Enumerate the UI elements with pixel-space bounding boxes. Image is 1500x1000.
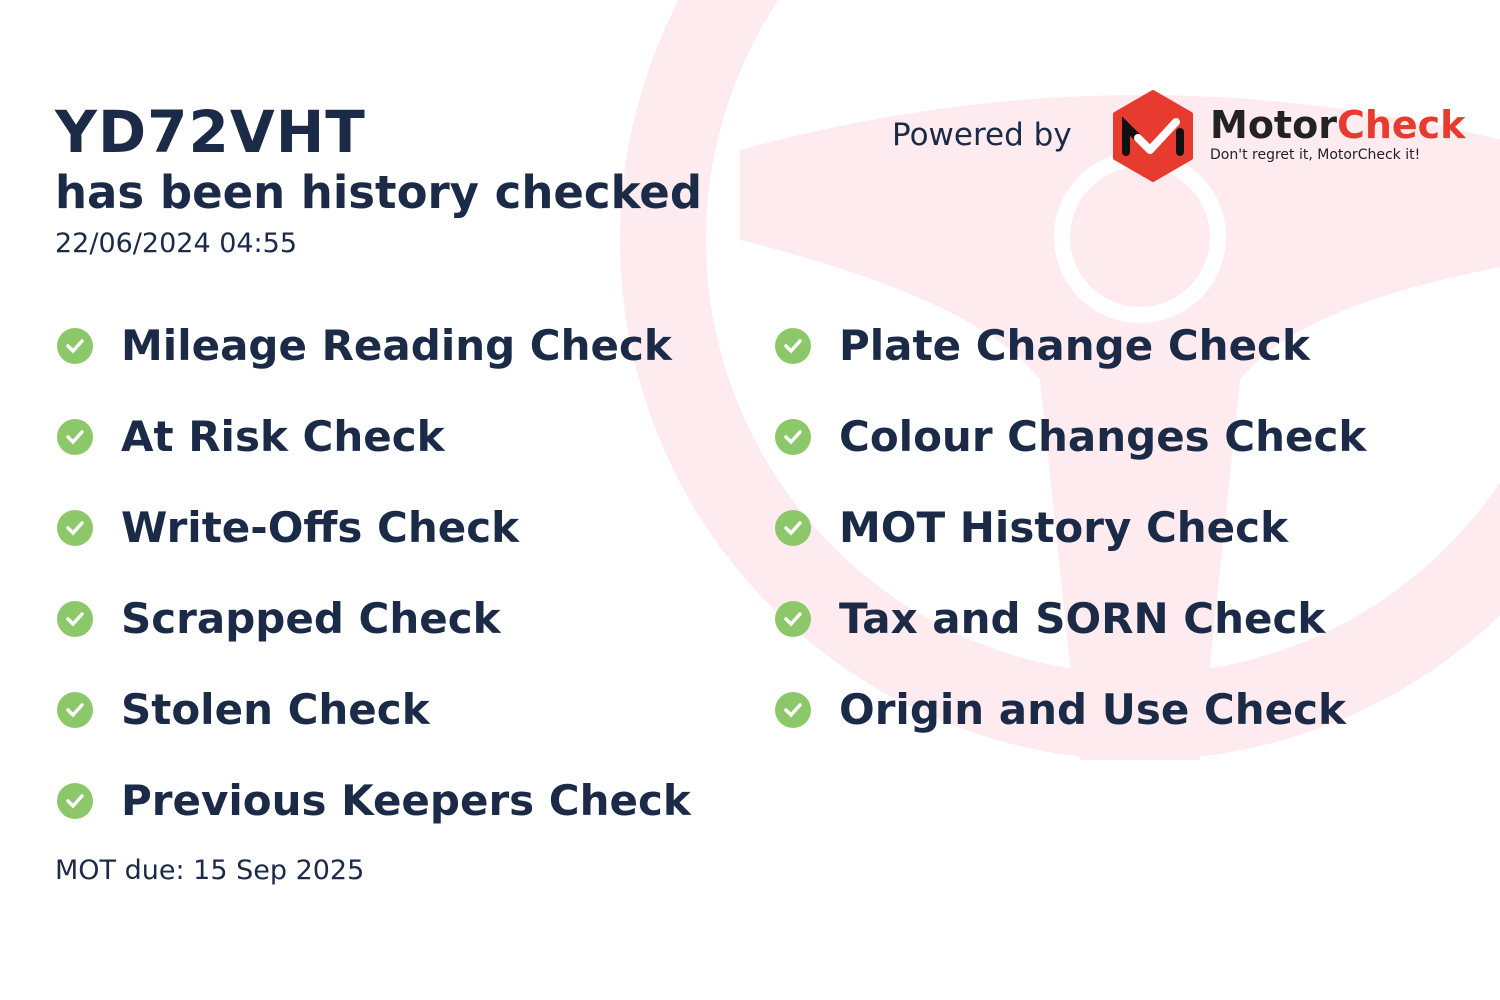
motorcheck-logo-icon <box>1113 90 1193 182</box>
checks-left-list: Mileage Reading Check At Risk Check Writ… <box>57 300 691 846</box>
brand-name: MotorCheck <box>1210 103 1465 147</box>
check-circle-icon <box>57 691 93 728</box>
check-label: Stolen Check <box>121 685 430 734</box>
vehicle-plate: YD72VHT <box>55 98 366 166</box>
check-datetime: 22/06/2024 04:55 <box>55 228 298 259</box>
check-label: Tax and SORN Check <box>839 594 1326 643</box>
powered-by-label: Powered by <box>892 117 1072 153</box>
check-circle-icon <box>775 418 811 455</box>
check-item: MOT History Check <box>775 482 1366 573</box>
check-circle-icon <box>57 782 93 819</box>
check-label: Mileage Reading Check <box>121 321 672 370</box>
check-circle-icon <box>775 327 811 364</box>
check-label: Colour Changes Check <box>839 412 1367 461</box>
check-circle-icon <box>57 600 93 637</box>
check-label: Origin and Use Check <box>839 685 1346 734</box>
check-circle-icon <box>57 327 93 364</box>
check-circle-icon <box>775 509 811 546</box>
check-label: Plate Change Check <box>839 321 1310 370</box>
check-item: Write-Offs Check <box>57 482 691 573</box>
check-item: Plate Change Check <box>775 300 1366 391</box>
check-circle-icon <box>57 509 93 546</box>
check-item: Stolen Check <box>57 664 691 755</box>
status-subtitle: has been history checked <box>55 166 703 219</box>
check-item: At Risk Check <box>57 391 691 482</box>
check-label: Scrapped Check <box>121 594 501 643</box>
check-item: Tax and SORN Check <box>775 573 1366 664</box>
check-item: Previous Keepers Check <box>57 755 691 846</box>
brand-name-part1: Motor <box>1210 103 1337 147</box>
check-circle-icon <box>775 691 811 728</box>
check-circle-icon <box>57 418 93 455</box>
check-item: Colour Changes Check <box>775 391 1366 482</box>
check-label: Previous Keepers Check <box>121 776 691 825</box>
check-item: Scrapped Check <box>57 573 691 664</box>
check-label: Write-Offs Check <box>121 503 520 552</box>
checks-right-list: Plate Change Check Colour Changes Check … <box>775 300 1366 755</box>
check-label: MOT History Check <box>839 503 1288 552</box>
mot-due-date: MOT due: 15 Sep 2025 <box>55 855 365 886</box>
brand-tagline: Don't regret it, MotorCheck it! <box>1210 147 1421 163</box>
check-item: Mileage Reading Check <box>57 300 691 391</box>
check-circle-icon <box>775 600 811 637</box>
brand-name-part2: Check <box>1336 103 1466 147</box>
check-label: At Risk Check <box>121 412 445 461</box>
check-item: Origin and Use Check <box>775 664 1366 755</box>
